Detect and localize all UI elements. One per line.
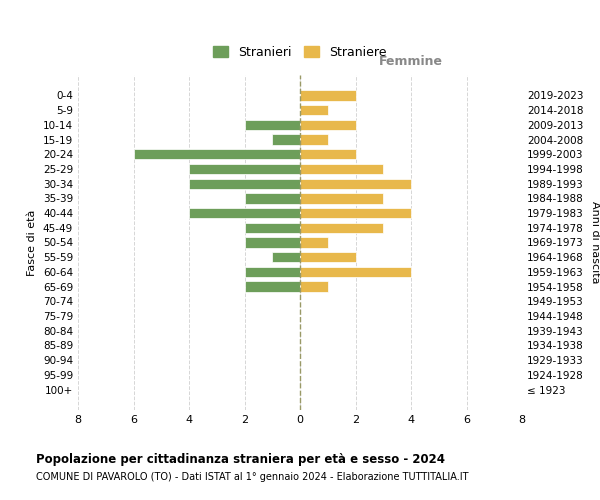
Bar xyxy=(300,282,328,292)
Legend: Stranieri, Straniere: Stranieri, Straniere xyxy=(208,41,392,64)
Bar xyxy=(133,149,300,160)
Bar xyxy=(245,193,300,203)
Bar xyxy=(300,178,411,189)
Bar xyxy=(245,238,300,248)
Bar xyxy=(300,267,411,277)
Bar xyxy=(189,208,300,218)
Y-axis label: Anni di nascita: Anni di nascita xyxy=(590,201,600,284)
Y-axis label: Fasce di età: Fasce di età xyxy=(28,210,37,276)
Text: Femmine: Femmine xyxy=(379,56,443,68)
Bar xyxy=(189,178,300,189)
Bar xyxy=(189,164,300,174)
Bar xyxy=(300,252,355,262)
Bar xyxy=(272,134,300,144)
Text: Popolazione per cittadinanza straniera per età e sesso - 2024: Popolazione per cittadinanza straniera p… xyxy=(36,452,445,466)
Bar xyxy=(300,164,383,174)
Bar xyxy=(300,193,383,203)
Bar xyxy=(245,282,300,292)
Bar xyxy=(245,120,300,130)
Bar xyxy=(300,105,328,115)
Bar xyxy=(245,222,300,233)
Bar xyxy=(300,149,355,160)
Bar xyxy=(300,238,328,248)
Bar xyxy=(245,267,300,277)
Text: COMUNE DI PAVAROLO (TO) - Dati ISTAT al 1° gennaio 2024 - Elaborazione TUTTITALI: COMUNE DI PAVAROLO (TO) - Dati ISTAT al … xyxy=(36,472,469,482)
Bar xyxy=(300,134,328,144)
Bar xyxy=(300,222,383,233)
Bar xyxy=(300,120,355,130)
Bar xyxy=(272,252,300,262)
Bar xyxy=(300,208,411,218)
Bar xyxy=(300,90,355,101)
